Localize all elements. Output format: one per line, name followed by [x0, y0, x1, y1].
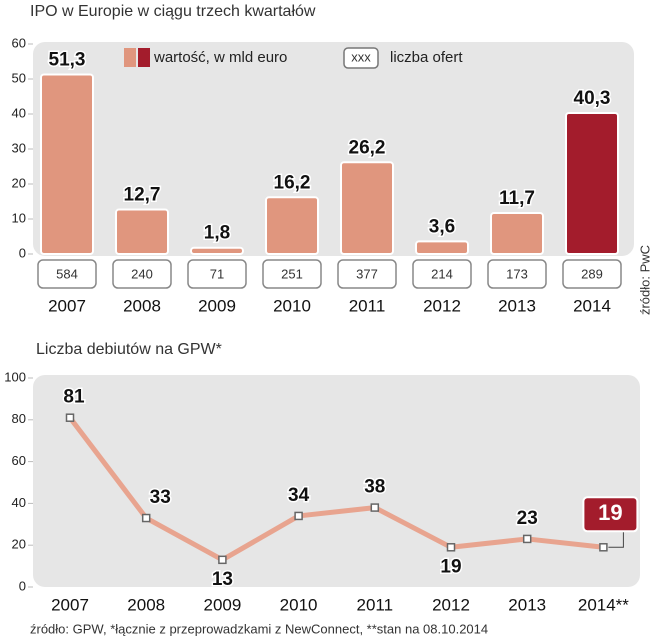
x-tick-label: 2010 — [280, 595, 318, 614]
value-label: 23 — [517, 508, 538, 529]
x-tick-label: 2008 — [123, 296, 161, 315]
x-tick-label: 2014 — [573, 296, 611, 315]
point — [141, 513, 151, 523]
x-tick-label: 2012 — [423, 296, 461, 315]
offer-box — [187, 259, 247, 289]
source: źródło: PwC — [637, 245, 652, 315]
highlight-box — [582, 496, 639, 533]
value-label: 81 — [63, 387, 85, 408]
chart-title: Liczba debiutów na GPW* — [36, 341, 222, 358]
offer-box — [337, 259, 397, 289]
value-label: 51,3 — [49, 49, 86, 70]
y-tick-label: 80 — [12, 411, 26, 426]
x-tick-label: 2007 — [48, 296, 86, 315]
value-label: 12,7 — [124, 185, 161, 206]
y-tick-label: 50 — [12, 70, 26, 85]
y-tick-label: 100 — [4, 369, 26, 384]
point — [370, 503, 380, 512]
offer-box — [112, 259, 172, 289]
point — [599, 543, 608, 552]
value-label: 34 — [288, 485, 310, 506]
offer-count: 251 — [281, 266, 303, 281]
offer-count: 377 — [356, 266, 378, 281]
leader-line — [608, 529, 624, 548]
bar — [340, 161, 394, 255]
x-tick-label: 2010 — [273, 296, 311, 315]
offer-box — [412, 259, 472, 289]
legend-sample: xxx — [351, 49, 371, 64]
x-tick-label: 2014** — [578, 595, 629, 614]
legend-box — [343, 47, 379, 69]
x-tick-label: 2013 — [498, 296, 536, 315]
bar — [40, 73, 94, 255]
offer-box — [562, 259, 622, 289]
bar — [490, 212, 544, 256]
y-tick-label: 0 — [19, 578, 26, 593]
y-tick-label: 0 — [19, 245, 26, 260]
offer-count: 214 — [431, 266, 453, 281]
x-tick-label: 2012 — [432, 595, 470, 614]
plot-background — [33, 42, 634, 256]
value-label: 19 — [598, 500, 622, 525]
bar — [265, 196, 319, 256]
x-tick-label: 2011 — [357, 595, 394, 614]
y-tick-label: 10 — [12, 210, 26, 225]
legend-swatch — [124, 48, 136, 67]
y-tick-label: 40 — [12, 495, 26, 510]
y-tick-label: 20 — [12, 175, 26, 190]
x-tick-label: 2007 — [51, 595, 89, 614]
x-tick-label: 2013 — [508, 595, 546, 614]
point — [294, 511, 303, 521]
offer-count: 173 — [506, 266, 528, 281]
x-tick-label: 2008 — [127, 595, 165, 614]
value-label: 40,3 — [574, 88, 611, 109]
offer-count: 240 — [131, 266, 153, 281]
value-label: 11,7 — [499, 188, 535, 209]
plot-background — [33, 375, 640, 587]
value-label: 38 — [364, 477, 385, 498]
bar — [190, 246, 244, 255]
chart-title: IPO w Europie w ciągu trzech kwartałów — [30, 3, 316, 20]
y-tick-label: 60 — [12, 453, 26, 468]
legend-label: wartość, w mld euro — [153, 49, 287, 66]
x-tick-label: 2009 — [198, 296, 236, 315]
offer-count: 584 — [56, 266, 78, 281]
value-label: 19 — [440, 556, 461, 577]
point — [446, 543, 456, 552]
value-label: 33 — [150, 487, 171, 508]
bar — [115, 208, 169, 256]
value-label: 26,2 — [349, 137, 386, 158]
y-tick-label: 30 — [12, 140, 26, 155]
source: źródło: GPW, *łącznie z przeprowadzkami … — [30, 621, 488, 636]
point — [218, 555, 227, 565]
offer-count: 71 — [210, 266, 224, 281]
legend-label: liczba ofert — [390, 49, 463, 66]
legend-swatch — [138, 48, 150, 67]
offer-count: 289 — [581, 266, 603, 281]
x-tick-label: 2009 — [203, 595, 241, 614]
bar — [565, 111, 619, 255]
value-label: 13 — [212, 569, 233, 590]
offer-box — [262, 259, 322, 289]
offer-box — [487, 259, 547, 289]
y-tick-label: 60 — [12, 35, 26, 50]
value-label: 3,6 — [429, 216, 455, 237]
point — [522, 534, 532, 544]
value-label: 1,8 — [204, 223, 230, 244]
point — [65, 413, 75, 422]
offer-box — [37, 259, 97, 289]
line — [68, 416, 604, 563]
y-tick-label: 20 — [12, 537, 26, 552]
bar — [415, 240, 469, 255]
y-tick-label: 40 — [12, 105, 26, 120]
x-tick-label: 2011 — [349, 296, 386, 315]
value-label: 16,2 — [274, 172, 311, 193]
